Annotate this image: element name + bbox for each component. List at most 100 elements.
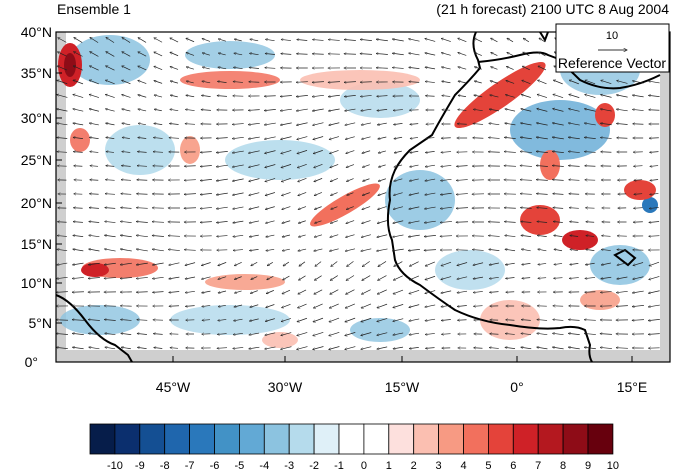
wind-arrow bbox=[265, 39, 275, 40]
wind-arrow bbox=[584, 109, 596, 112]
wind-arrow bbox=[121, 166, 131, 167]
wind-arrow bbox=[267, 275, 274, 279]
wind-arrow bbox=[425, 333, 435, 334]
wind-arrow bbox=[73, 94, 84, 98]
y-tick-label: 25°N bbox=[21, 152, 52, 168]
wind-arrow bbox=[505, 262, 515, 265]
wind-arrow bbox=[298, 275, 306, 280]
wind-arrow bbox=[74, 166, 83, 167]
wind-arrow bbox=[393, 275, 403, 280]
wind-arrow bbox=[552, 347, 564, 350]
wind-arrow bbox=[569, 80, 580, 85]
wind-arrow bbox=[345, 234, 355, 238]
wind-arrow bbox=[393, 110, 403, 111]
wind-arrow bbox=[632, 95, 644, 98]
wind-arrow bbox=[345, 332, 356, 335]
wind-arrow bbox=[298, 248, 307, 251]
wind-arrow bbox=[377, 318, 388, 321]
wind-arrow bbox=[106, 52, 115, 57]
wind-arrow bbox=[424, 250, 436, 251]
wind-arrow bbox=[136, 262, 148, 265]
wind-arrow bbox=[154, 66, 163, 71]
wind-arrow bbox=[88, 262, 100, 265]
wind-arrow bbox=[425, 67, 436, 70]
colorbar-label: -2 bbox=[309, 460, 319, 471]
wind-arrow bbox=[312, 82, 324, 83]
wind-arrow bbox=[425, 275, 436, 279]
wind-arrow bbox=[539, 52, 546, 57]
wind-arrow bbox=[312, 40, 324, 41]
wind-arrow bbox=[57, 52, 67, 57]
wind-arrow bbox=[409, 192, 420, 195]
wind-arrow bbox=[313, 303, 323, 308]
colorbar-box bbox=[562, 423, 589, 455]
wind-arrow bbox=[633, 276, 644, 279]
wind-arrow bbox=[72, 277, 84, 278]
wind-arrow bbox=[650, 152, 659, 153]
wind-arrow bbox=[489, 249, 500, 250]
wind-arrow bbox=[376, 39, 388, 42]
wind-arrow bbox=[440, 192, 452, 194]
wind-arrow bbox=[265, 164, 276, 167]
wind-arrow bbox=[553, 109, 564, 112]
colorbar-label: -3 bbox=[284, 460, 294, 471]
wind-arrow bbox=[473, 124, 484, 125]
wind-arrow bbox=[378, 192, 387, 196]
wind-arrow bbox=[600, 347, 612, 348]
wind-arrow bbox=[409, 332, 420, 335]
wind-arrow bbox=[489, 277, 499, 278]
wind-arrow bbox=[394, 164, 403, 167]
wind-arrow bbox=[315, 261, 322, 267]
wind-arrow bbox=[233, 250, 243, 251]
wind-arrow bbox=[490, 81, 499, 84]
map-frame bbox=[55, 31, 671, 363]
wind-arrow bbox=[393, 206, 403, 210]
wind-arrow bbox=[186, 67, 194, 70]
wind-arrow bbox=[296, 122, 308, 125]
wind-arrow bbox=[72, 262, 84, 265]
wind-arrow bbox=[73, 52, 83, 57]
wind-arrow bbox=[232, 136, 244, 138]
wind-arrow bbox=[265, 318, 275, 322]
x-axis: 45°W 30°W 15°W 0° 15°E bbox=[156, 356, 647, 395]
wind-arrow bbox=[249, 178, 260, 182]
wind-arrow bbox=[57, 80, 68, 85]
wind-arrow bbox=[218, 67, 227, 70]
wind-arrow bbox=[105, 208, 116, 209]
wind-arrow bbox=[202, 67, 210, 70]
wind-arrow bbox=[56, 347, 68, 348]
wind-arrow bbox=[394, 123, 403, 124]
wind-arrow bbox=[137, 333, 147, 334]
wind-arrow bbox=[649, 110, 660, 111]
wind-arrow bbox=[186, 95, 195, 98]
wind-arrow bbox=[504, 152, 516, 153]
wind-arrow bbox=[202, 320, 211, 321]
wind-arrow bbox=[89, 347, 100, 350]
wind-arrow bbox=[362, 275, 371, 281]
wind-arrow bbox=[233, 220, 244, 223]
wind-arrow bbox=[296, 54, 308, 55]
wind-arrow bbox=[377, 122, 387, 125]
wind-arrow bbox=[154, 123, 163, 124]
forecast-time-label: (21 h forecast) 2100 UTC 8 Aug 2004 bbox=[436, 1, 669, 17]
wind-arrow bbox=[362, 206, 371, 210]
wind-arrow bbox=[521, 333, 532, 334]
wind-arrow bbox=[298, 220, 306, 223]
wind-arrow bbox=[90, 180, 99, 181]
wind-arrow bbox=[600, 109, 612, 112]
wind-arrow bbox=[136, 249, 148, 252]
wind-arrow bbox=[345, 136, 355, 140]
wind-arrow bbox=[57, 137, 68, 138]
colorbar-label: -7 bbox=[185, 460, 195, 471]
wind-arrow bbox=[584, 347, 596, 350]
wind-arrow bbox=[361, 289, 371, 295]
wind-arrow bbox=[346, 178, 354, 182]
wind-arrow bbox=[552, 166, 564, 167]
colorbar-box bbox=[214, 423, 240, 455]
wind-arrow bbox=[408, 39, 420, 42]
wind-arrow bbox=[568, 347, 580, 350]
colorbar-label: -10 bbox=[107, 460, 123, 471]
wind-arrow bbox=[299, 261, 306, 266]
wind-arrow bbox=[266, 304, 275, 307]
wind-arrow bbox=[106, 152, 115, 153]
